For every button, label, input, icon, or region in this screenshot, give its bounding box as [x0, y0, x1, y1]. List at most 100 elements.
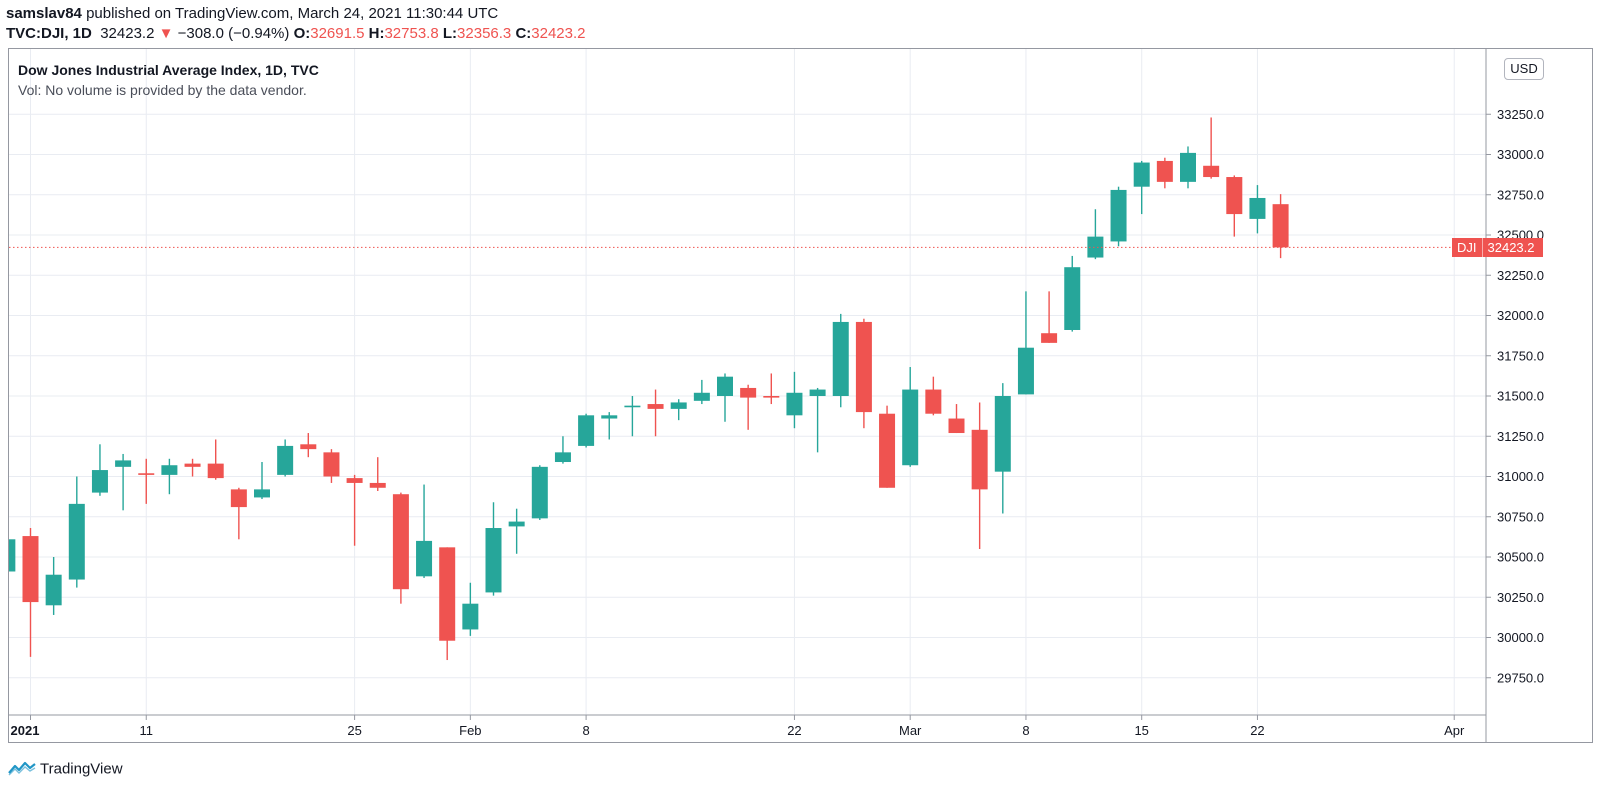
candle[interactable] [45, 557, 62, 615]
candle-body [1017, 347, 1034, 395]
candle[interactable] [693, 379, 710, 405]
candle-body [1226, 177, 1243, 215]
candle[interactable] [925, 376, 942, 416]
candle[interactable] [416, 484, 433, 578]
candle[interactable] [277, 439, 294, 477]
candle[interactable] [462, 582, 479, 636]
candle[interactable] [91, 444, 108, 496]
candle[interactable] [717, 373, 733, 422]
candle[interactable] [994, 383, 1011, 514]
candle[interactable] [1272, 194, 1289, 259]
candle[interactable] [647, 389, 664, 437]
brand-name: TradingView [40, 760, 123, 778]
x-tick-label: 2021 [11, 723, 40, 738]
candle[interactable] [508, 508, 525, 554]
candle[interactable] [902, 367, 919, 467]
candle-body [1156, 160, 1173, 182]
candle[interactable] [670, 399, 687, 421]
candle[interactable] [68, 476, 85, 588]
x-tick-label: 25 [347, 723, 361, 738]
candle-body [693, 392, 710, 401]
candle-body [392, 494, 409, 590]
low-value: 32356.3 [457, 25, 512, 42]
candle[interactable] [392, 492, 409, 604]
candle-body [670, 402, 687, 409]
candle[interactable] [161, 458, 178, 495]
candle[interactable] [230, 487, 247, 540]
candle[interactable] [1064, 255, 1081, 332]
candle[interactable] [624, 396, 641, 437]
y-tick-label: 30000.0 [1497, 630, 1544, 645]
candle[interactable] [1156, 157, 1173, 189]
candle[interactable] [184, 458, 201, 477]
candle[interactable] [485, 502, 502, 596]
candle[interactable] [22, 528, 39, 657]
candle[interactable] [323, 449, 340, 483]
close-label: C: [515, 25, 532, 42]
candle[interactable] [855, 318, 872, 429]
candle[interactable] [1249, 185, 1266, 234]
candle-body [601, 415, 618, 419]
candle-body [323, 452, 340, 477]
y-tick-label: 33250.0 [1497, 107, 1544, 122]
candle[interactable] [879, 405, 896, 488]
candle[interactable] [138, 458, 155, 504]
candle-body [207, 463, 224, 479]
candle-body [763, 396, 780, 398]
open-label: O: [293, 25, 311, 42]
y-tick-label: 31500.0 [1497, 389, 1544, 404]
candle[interactable] [1087, 209, 1104, 260]
candle[interactable] [1133, 160, 1150, 215]
candle-body [508, 521, 525, 527]
candle[interactable] [1017, 291, 1034, 395]
candle-body [45, 574, 62, 606]
currency-button[interactable]: USD [1504, 58, 1544, 80]
candle[interactable] [300, 433, 317, 458]
x-tick-label: Apr [1444, 723, 1465, 738]
candle[interactable] [439, 547, 456, 661]
candle[interactable] [786, 371, 803, 429]
x-tick-label: Mar [899, 723, 922, 738]
candle-body [184, 463, 201, 467]
x-tick-label: 15 [1134, 723, 1148, 738]
candle[interactable] [0, 534, 16, 573]
y-tick-label: 32000.0 [1497, 308, 1544, 323]
candle[interactable] [346, 474, 363, 546]
x-tick-label: 22 [1250, 723, 1264, 738]
candle[interactable] [115, 453, 132, 511]
candle[interactable] [601, 412, 618, 440]
candle[interactable] [207, 439, 224, 480]
candle[interactable] [254, 462, 270, 500]
candle-body [462, 603, 479, 630]
candle[interactable] [1203, 117, 1220, 179]
symbol-label: TVC:DJI, 1D [6, 25, 92, 42]
candle-body [786, 392, 803, 416]
y-tick-label: 29750.0 [1497, 670, 1544, 685]
candle[interactable] [971, 402, 988, 549]
last-price: 32423.2 [100, 25, 155, 42]
candle[interactable] [740, 384, 757, 430]
candle[interactable] [763, 373, 780, 405]
candle[interactable] [1041, 291, 1058, 343]
candle[interactable] [809, 387, 826, 453]
candle[interactable] [531, 465, 548, 520]
candle[interactable] [554, 436, 571, 464]
price-change: −308.0 (−0.94%) [177, 25, 290, 42]
candle[interactable] [578, 413, 595, 448]
candle[interactable] [369, 457, 386, 491]
y-tick-label: 31750.0 [1497, 348, 1544, 363]
tradingview-logo-icon [8, 761, 36, 776]
candle-body [254, 489, 270, 498]
candle-body [925, 389, 942, 414]
candle[interactable] [1226, 175, 1243, 237]
published-user[interactable]: samslav84 [6, 5, 82, 22]
candle[interactable] [948, 404, 965, 434]
candle[interactable] [1180, 146, 1196, 189]
y-tick-label: 31000.0 [1497, 469, 1544, 484]
candle-body [1087, 236, 1104, 258]
candle[interactable] [832, 313, 849, 408]
candle[interactable] [1110, 186, 1127, 247]
tradingview-logo[interactable]: TradingView [8, 760, 123, 778]
chart-title: Dow Jones Industrial Average Index, 1D, … [18, 62, 319, 78]
